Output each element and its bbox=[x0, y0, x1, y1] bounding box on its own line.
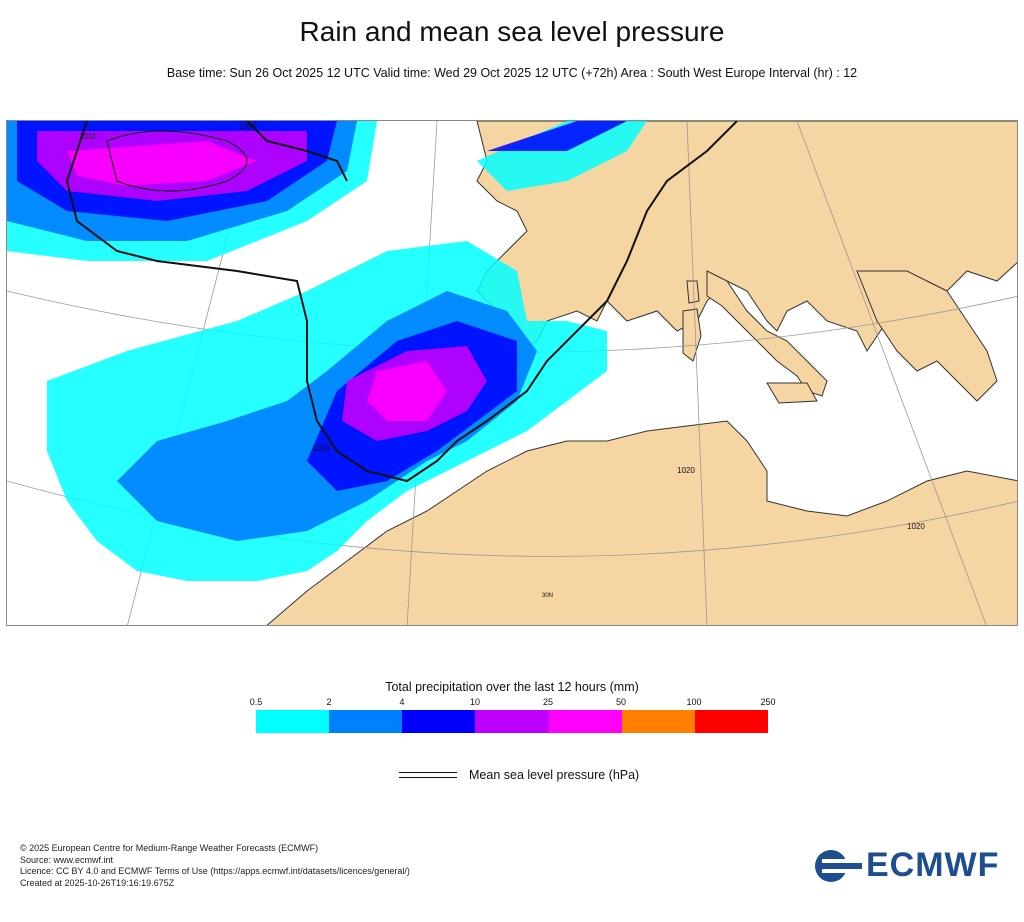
colorbar-swatch bbox=[402, 710, 476, 733]
isobar-inner bbox=[106, 130, 248, 192]
precip-layer bbox=[7, 121, 647, 581]
isobar-layer bbox=[65, 121, 738, 483]
precip-band-darkblue bbox=[487, 121, 627, 151]
colorbar-tick: 50 bbox=[615, 697, 627, 707]
ecmwf-logo-text: ECMWF bbox=[866, 846, 1000, 884]
balkans-landmass bbox=[856, 270, 998, 402]
precip-band-magenta bbox=[67, 141, 257, 186]
colorbar-tick: 2 bbox=[326, 697, 332, 707]
footer-licence: Licence: CC BY 4.0 and ECMWF Terms of Us… bbox=[20, 866, 410, 876]
isobar-label: 1010 bbox=[312, 444, 330, 453]
isobar-label: 1000 bbox=[239, 122, 257, 131]
chart-title: Rain and mean sea level pressure bbox=[299, 16, 725, 47]
north-africa-landmass bbox=[266, 420, 1017, 625]
precip-band-cyan bbox=[477, 121, 647, 191]
isobar-1010 bbox=[246, 121, 348, 182]
mslp-legend: Mean sea level pressure (hPa) bbox=[399, 768, 639, 782]
footer-credits: © 2025 European Centre for Medium-Range … bbox=[20, 843, 410, 889]
colorbar-swatch bbox=[621, 710, 695, 733]
colorbar-swatch bbox=[548, 710, 622, 733]
graticule-label: 30N bbox=[542, 593, 553, 599]
isobar-1000 bbox=[65, 121, 738, 483]
colorbar-tick: 10 bbox=[469, 697, 481, 707]
colorbar-swatch bbox=[475, 710, 549, 733]
corsica-island bbox=[686, 280, 700, 304]
colorbar-tick: 4 bbox=[399, 697, 405, 707]
mslp-line-sample bbox=[399, 772, 457, 778]
chart-subtitle: Base time: Sun 26 Oct 2025 12 UTC Valid … bbox=[166, 66, 858, 80]
precip-colorbar bbox=[256, 710, 768, 733]
colorbar-ticks: 0.5 2 4 10 25 50 100 250 bbox=[0, 697, 1024, 709]
isobar-label: 1010 bbox=[79, 132, 97, 141]
isobar-labels: 1000 1010 1020 1020 1010 30N bbox=[79, 122, 925, 599]
sardinia-island bbox=[682, 308, 702, 362]
weather-map[interactable]: 1000 1010 1020 1020 1010 30N bbox=[6, 120, 1018, 626]
colorbar-swatch bbox=[694, 710, 768, 733]
map-canvas: 1000 1010 1020 1020 1010 30N bbox=[7, 121, 1017, 625]
precip-band-magenta bbox=[367, 361, 447, 421]
footer-source: Source: www.ecmwf.int bbox=[20, 854, 114, 865]
ecmwf-logo[interactable]: ECMWF bbox=[814, 846, 999, 885]
colorbar-tick: 25 bbox=[542, 697, 554, 707]
colorbar-swatch bbox=[256, 710, 330, 733]
colorbar-tick: 100 bbox=[686, 697, 702, 707]
italy-peninsula bbox=[706, 270, 828, 397]
colorbar-tick: 250 bbox=[760, 697, 776, 707]
sicily-island bbox=[766, 382, 818, 404]
precip-legend-title: Total precipitation over the last 12 hou… bbox=[385, 680, 639, 694]
ecmwf-logo-icon bbox=[815, 849, 862, 882]
land-layer bbox=[266, 121, 1017, 625]
footer-copyright: © 2025 European Centre for Medium-Range … bbox=[20, 843, 319, 853]
colorbar-swatch bbox=[329, 710, 403, 733]
isobar-label: 1020 bbox=[677, 466, 695, 475]
footer-created: Created at 2025-10-26T19:16:19.675Z bbox=[20, 877, 175, 888]
mslp-legend-label: Mean sea level pressure (hPa) bbox=[469, 768, 640, 782]
colorbar-tick: 0.5 bbox=[249, 697, 263, 707]
isobar-label: 1020 bbox=[907, 522, 925, 531]
